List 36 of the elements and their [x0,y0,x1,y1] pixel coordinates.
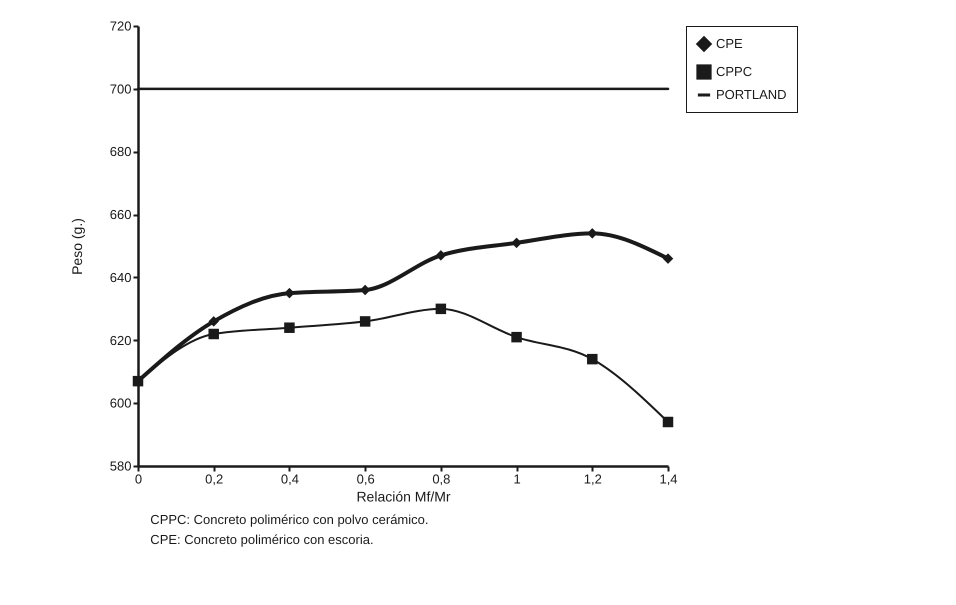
y-tick-label: 600 [110,396,132,411]
y-axis-title: Peso (g.) [68,218,85,275]
x-tick-label: 0,6 [356,472,375,486]
text: CPPC: Concreto polimérico con polvo cerámico. [150,512,428,527]
point [587,354,598,364]
legend-label: CPE [716,36,744,51]
point [284,322,295,333]
point [132,376,144,386]
x-tick-label: 1 [513,472,521,486]
point [284,288,295,298]
y-tick-label: 680 [110,144,132,160]
point [208,328,219,340]
x-tick-label: 0,2 [205,472,224,486]
y-tick-label: 720 [110,18,132,34]
point [511,238,522,248]
x-tick-label: 1,4 [659,472,678,486]
point [511,332,522,342]
legend-label: CPPC [716,64,752,79]
point [208,316,219,327]
x-tick-label: 0,4 [280,472,299,486]
x-axis-title: Relación Mf/Mr [356,488,451,504]
text: CPE: Concreto polimérico con escoria. [150,532,374,547]
point [662,253,674,264]
x-tick-label: 1,2 [584,472,602,486]
point [662,416,674,428]
point [436,304,446,314]
y-tick-label: 660 [110,207,132,222]
x-tick-label: 0,8 [432,472,450,486]
y-tick-label: 620 [110,332,132,348]
legend-label: PORTLAND [716,87,787,102]
y-tick-label: 700 [110,81,132,96]
x-tick-label: 0 [134,472,142,486]
y-tick-label: 580 [110,458,132,474]
y-tick-label: 640 [110,270,132,285]
point [360,316,370,327]
point [436,250,446,261]
